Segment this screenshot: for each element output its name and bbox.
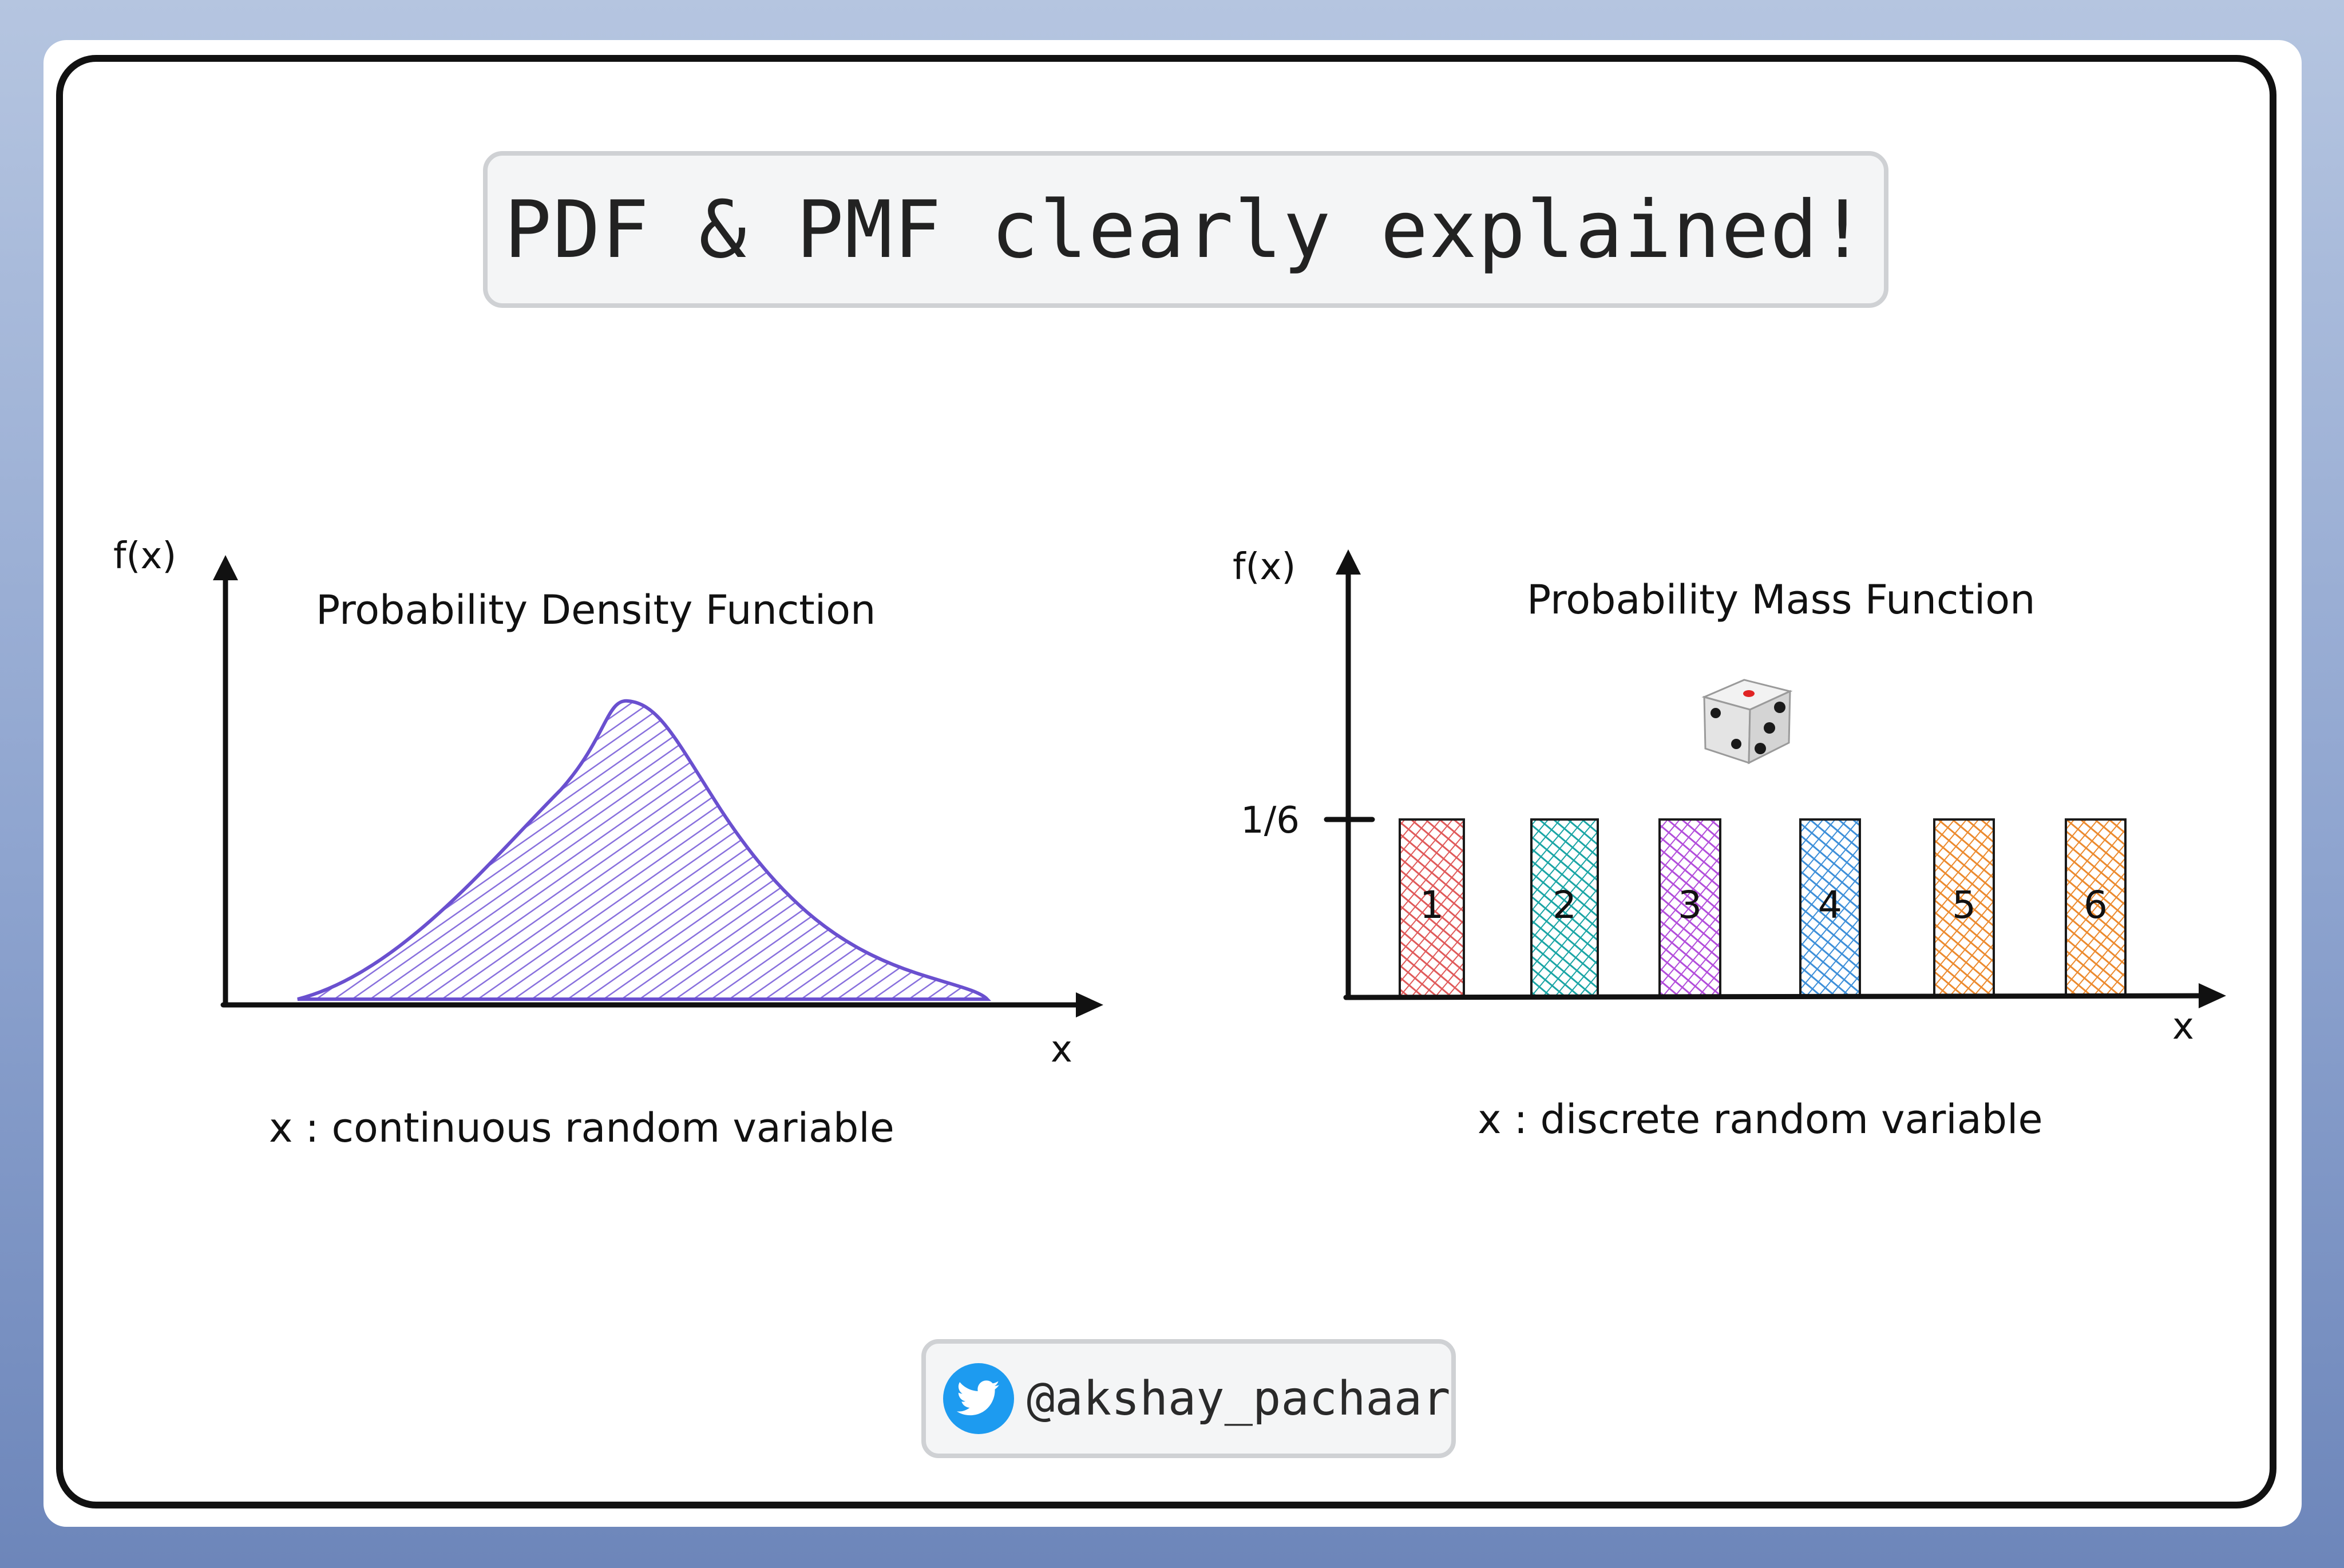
- pmf-bar-label-2: 2: [1553, 883, 1577, 927]
- pmf-bar-label-4: 4: [1818, 883, 1842, 927]
- pdf-heading: Probability Density Function: [316, 587, 876, 633]
- pmf-y-axis-label: f(x): [1233, 546, 1296, 588]
- pdf-x-axis-label: x: [1051, 1028, 1072, 1071]
- pmf-caption: x : discrete random variable: [1478, 1096, 2043, 1143]
- pdf-density-curve: [297, 699, 991, 1001]
- pmf-bar-label-3: 3: [1678, 883, 1702, 927]
- title-box: PDF & PMF clearly explained!: [483, 151, 1888, 308]
- pmf-y-tick-label: 1/6: [1241, 799, 1300, 842]
- pdf-y-axis-label: f(x): [113, 535, 176, 577]
- pdf-chart: f(x) x Probability Density Function x : …: [113, 535, 1103, 1151]
- pmf-y-axis-arrow: [1336, 549, 1361, 575]
- pmf-bar-6: [2065, 818, 2127, 997]
- page-title: PDF & PMF clearly explained!: [504, 183, 1868, 276]
- pdf-y-axis-arrow: [213, 555, 238, 580]
- pmf-x-axis: [1343, 993, 2212, 1000]
- dice-icon: [1701, 679, 1793, 765]
- pmf-chart: 1 2 3 4 5 6 1/6 f(x) x Probability Mass Funct…: [1233, 546, 2226, 1143]
- pmf-bar-4: [1799, 818, 1861, 997]
- pmf-x-axis-label: x: [2172, 1005, 2194, 1048]
- pmf-bar-label-1: 1: [1420, 883, 1444, 927]
- twitter-bird-icon: [943, 1363, 1014, 1434]
- pdf-x-axis-arrow: [1076, 992, 1103, 1017]
- pmf-bar-5: [1933, 818, 1995, 997]
- handle-badge[interactable]: @akshay_pachaar: [921, 1339, 1456, 1458]
- pdf-caption: x : continuous random variable: [269, 1104, 894, 1151]
- pmf-bar-label-5: 5: [1952, 883, 1976, 927]
- pmf-heading: Probability Mass Function: [1527, 576, 2036, 623]
- pmf-bars: 1 2 3 4 5 6: [1399, 818, 2127, 997]
- pmf-bar-label-6: 6: [2084, 883, 2108, 927]
- pmf-x-axis-arrow: [2199, 983, 2226, 1008]
- twitter-handle[interactable]: @akshay_pachaar: [1027, 1371, 1451, 1426]
